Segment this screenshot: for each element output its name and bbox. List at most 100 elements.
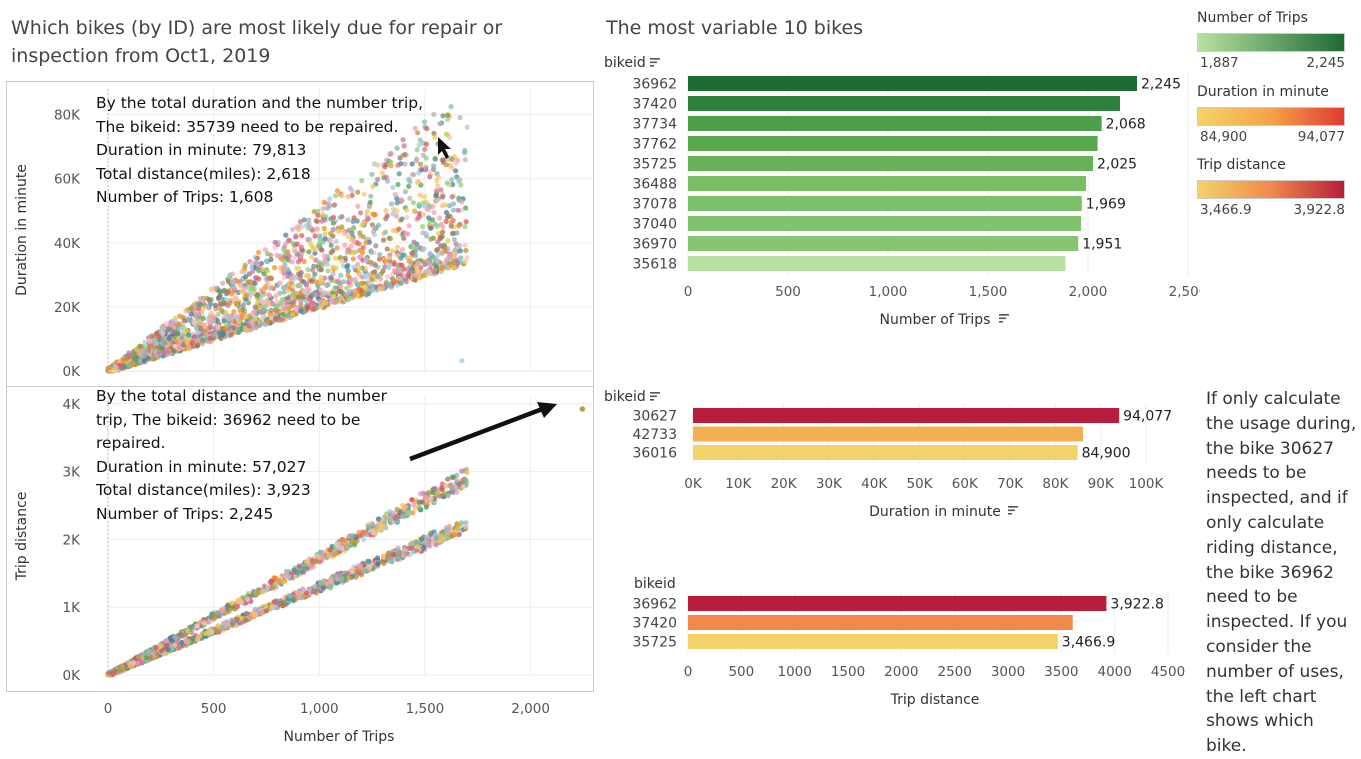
scatter-point [264, 608, 269, 613]
scatter-point [266, 319, 271, 324]
scatter-point [222, 318, 227, 323]
scatter-point [137, 358, 142, 363]
scatter-point [366, 272, 371, 277]
scatter-point [154, 353, 159, 358]
scatter-point [322, 226, 327, 231]
scatter-point [229, 332, 234, 337]
scatter-point [351, 256, 356, 261]
scatter-point [322, 231, 327, 236]
scatter-point [440, 224, 445, 229]
scatter-point [329, 250, 334, 255]
scatter-point [452, 254, 457, 259]
scatter-point [111, 367, 116, 372]
scatter-point [357, 230, 362, 235]
scatter-point [161, 331, 166, 336]
scatter-point [290, 259, 295, 264]
scatter-point [287, 254, 292, 259]
scatter-point [299, 233, 304, 238]
scatter-point [428, 226, 433, 231]
scatter-point [235, 604, 240, 609]
scatter-point [446, 493, 451, 498]
scatter-point [290, 312, 295, 317]
scatter-point [253, 260, 258, 265]
scatter-point [293, 249, 298, 254]
scatter-point [247, 286, 252, 291]
scatter-point [339, 214, 344, 219]
scatter-point [426, 268, 431, 273]
scatter-point [386, 265, 391, 270]
scatter-point [278, 601, 283, 606]
scatter-point [345, 273, 350, 278]
scatter-point [297, 564, 302, 569]
scatter-point [371, 212, 376, 217]
scatter-point [428, 251, 433, 256]
scatter-point [407, 269, 412, 274]
scatter-point [396, 276, 401, 281]
scatter-point [268, 286, 273, 291]
scatter-point [336, 229, 341, 234]
scatter-point [274, 299, 279, 304]
scatter-point [304, 273, 309, 278]
scatter-point [463, 224, 468, 229]
scatter-point [459, 358, 464, 363]
scatter-point [415, 261, 420, 266]
scatter-point [461, 484, 466, 489]
scatter-point [243, 263, 248, 268]
scatter-point [314, 218, 319, 223]
scatter-point [208, 318, 213, 323]
scatter-point [400, 253, 405, 258]
scatter-point [310, 300, 315, 305]
scatter-point [320, 212, 325, 217]
scatter-point [236, 330, 241, 335]
scatter-point [230, 279, 235, 284]
scatter-point [442, 245, 447, 250]
scatter-point [454, 490, 459, 495]
scatter-point [301, 295, 306, 300]
scatter-point [255, 256, 260, 261]
scatter-point [366, 291, 371, 296]
scatter-point [243, 274, 248, 279]
scatter-point [177, 314, 182, 319]
scatter-point [311, 589, 316, 594]
scatter-point [436, 252, 441, 257]
scatter-point [404, 215, 409, 220]
scatter-point [118, 363, 123, 368]
scatter-point [391, 228, 396, 233]
scatter-point [213, 286, 218, 291]
scatter-point [463, 248, 468, 253]
scatter-point [213, 303, 218, 308]
scatter-point [407, 223, 412, 228]
scatter-point [269, 308, 274, 313]
y-tick-label: 80K [54, 108, 81, 124]
scatter-point [351, 239, 356, 244]
scatter-point [462, 242, 467, 247]
scatter-point [338, 273, 343, 278]
scatter-point [394, 214, 399, 219]
y-tick-label: 60K [54, 172, 81, 188]
scatter-point [186, 344, 191, 349]
scatter-point [358, 210, 363, 215]
scatter-point [331, 221, 336, 226]
scatter-point [290, 227, 295, 232]
scatter-point [261, 314, 266, 319]
scatter-point [234, 301, 239, 306]
scatter-point [329, 243, 334, 248]
scatter-point [161, 324, 166, 329]
scatter-point [444, 219, 449, 224]
scatter-point [451, 474, 456, 479]
scatter-point [289, 275, 294, 280]
scatter-point [245, 328, 250, 333]
scatter-point [464, 219, 469, 224]
scatter-point [313, 247, 318, 252]
scatter-point [164, 638, 169, 643]
y-tick-label: 40K [54, 236, 81, 252]
scatter-point [269, 276, 274, 281]
scatter-point [273, 294, 278, 299]
scatter-point [198, 326, 203, 331]
scatter-point [387, 282, 392, 287]
scatter-point [313, 233, 318, 238]
scatter-point [307, 225, 312, 230]
scatter-point [169, 322, 174, 327]
scatter-point [244, 314, 249, 319]
scatter-point [432, 210, 437, 215]
